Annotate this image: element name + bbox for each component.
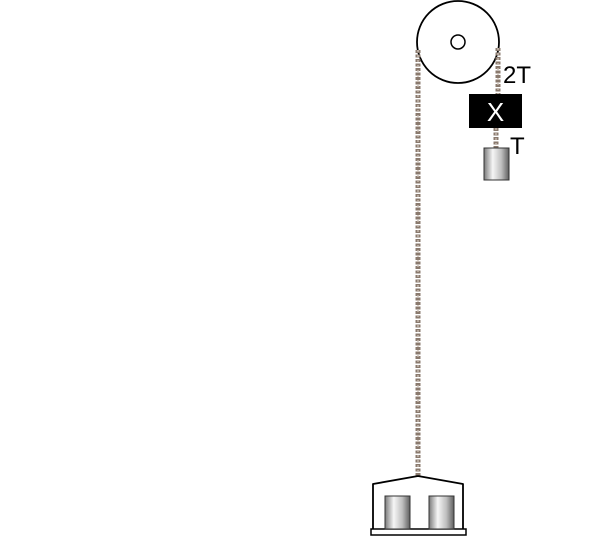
pulley-axle bbox=[450, 34, 466, 50]
x-block: X bbox=[469, 94, 522, 128]
lower-tension-label: T bbox=[510, 133, 525, 160]
hanging-weight bbox=[483, 147, 510, 181]
bucket-base bbox=[370, 528, 467, 536]
upper-tension-label: 2T bbox=[503, 62, 531, 89]
x-block-body bbox=[469, 94, 522, 128]
bucket bbox=[370, 475, 467, 536]
bucket-weight-left bbox=[384, 495, 411, 530]
x-block-label: X bbox=[487, 97, 504, 127]
pulley bbox=[416, 0, 500, 84]
bucket-weight-right bbox=[428, 495, 455, 530]
